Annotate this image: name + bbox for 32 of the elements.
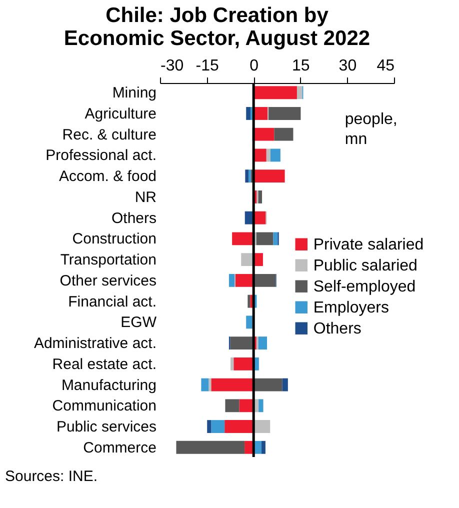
y-tick-label: Construction xyxy=(72,230,156,248)
y-tick-label: Communication xyxy=(52,398,156,415)
y-tick-label: Professional act. xyxy=(46,147,156,164)
y-tick-label: Administrative act. xyxy=(34,335,156,352)
x-tick-label: 15 xyxy=(292,58,310,74)
source-note: Sources: INE. xyxy=(5,468,98,485)
y-tick-label: Real estate act. xyxy=(52,356,156,373)
legend-label: Employers xyxy=(313,299,389,316)
x-tick-label: 45 xyxy=(376,58,395,74)
chart-title: Chile: Job Creation by Economic Sector, August 2022 xyxy=(64,4,370,50)
y-tick-label: EGW xyxy=(120,314,158,332)
x-tick-label: 30 xyxy=(338,58,357,74)
y-tick-label: Accom. & food xyxy=(58,168,156,186)
y-tick-label: Mining xyxy=(112,84,156,102)
x-tick-label: 0 xyxy=(250,58,259,74)
y-tick-label: NR xyxy=(134,188,157,206)
y-tick-label: Public services xyxy=(56,418,156,436)
x-tick-label: -15 xyxy=(196,58,219,74)
y-tick-label: Other services xyxy=(60,272,156,290)
legend-label: Private salaried xyxy=(313,236,424,254)
annotation: people, mn xyxy=(344,111,398,148)
y-tick-label: Commerce xyxy=(83,439,156,456)
y-tick-label: Others xyxy=(111,210,156,227)
y-tick-label: Agriculture xyxy=(84,105,156,122)
y-tick-label: Transportation xyxy=(60,252,156,269)
x-tick-label: -30 xyxy=(160,58,184,74)
legend-label: Public salaried xyxy=(313,257,418,274)
legend-label: Others xyxy=(313,320,362,338)
y-tick-label: Financial act. xyxy=(68,293,156,310)
y-tick-label: Manufacturing xyxy=(61,376,156,394)
y-tick-label: Rec. & culture xyxy=(62,126,156,144)
legend-label: Self-employed xyxy=(313,278,416,296)
